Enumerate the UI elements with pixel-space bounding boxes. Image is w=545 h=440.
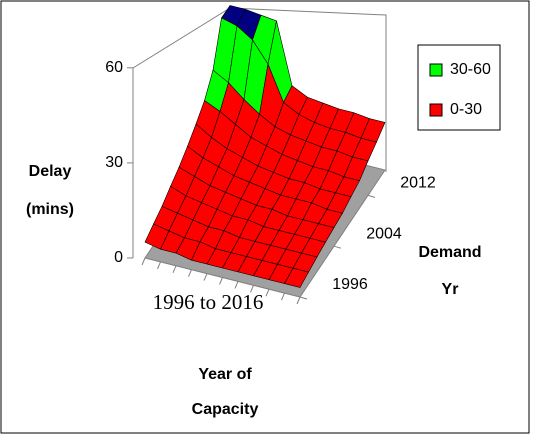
legend-swatch (429, 103, 443, 117)
x-tick (219, 277, 223, 285)
surface (144, 5, 386, 288)
z-axis-title: (mins) (26, 201, 74, 218)
x-tick (157, 261, 161, 270)
x-tick (188, 269, 192, 277)
x-tick (250, 285, 254, 293)
y-tick (299, 296, 308, 300)
y-tick (333, 245, 342, 249)
y-tick-label: 2012 (400, 175, 436, 192)
x-tick (141, 257, 146, 266)
z-tick-label: 0 (114, 249, 123, 266)
x-axis-title: Year of (198, 366, 252, 383)
y-tick-label: 2004 (366, 225, 402, 242)
z-tick-label: 60 (105, 59, 123, 76)
x-tick (203, 273, 208, 281)
x-tick (234, 281, 239, 289)
surface-cell (284, 267, 309, 288)
y-axis-title: Yr (442, 281, 459, 298)
legend-label: 0-30 (450, 101, 482, 118)
legend-label: 30-60 (450, 61, 491, 78)
x-tick (281, 292, 285, 301)
x-tick (296, 296, 301, 305)
z-axis-title: Delay (29, 163, 72, 180)
x-range-label: 1996 to 2016 (153, 290, 264, 314)
y-tick (367, 194, 376, 198)
legend-swatch (429, 63, 443, 77)
x-axis-title: Capacity (192, 401, 259, 418)
y-tick-label: 1996 (332, 276, 368, 293)
x-tick (265, 289, 270, 297)
y-axis-title: Demand (418, 244, 481, 261)
x-tick (172, 265, 177, 273)
z-tick-label: 30 (105, 154, 123, 171)
